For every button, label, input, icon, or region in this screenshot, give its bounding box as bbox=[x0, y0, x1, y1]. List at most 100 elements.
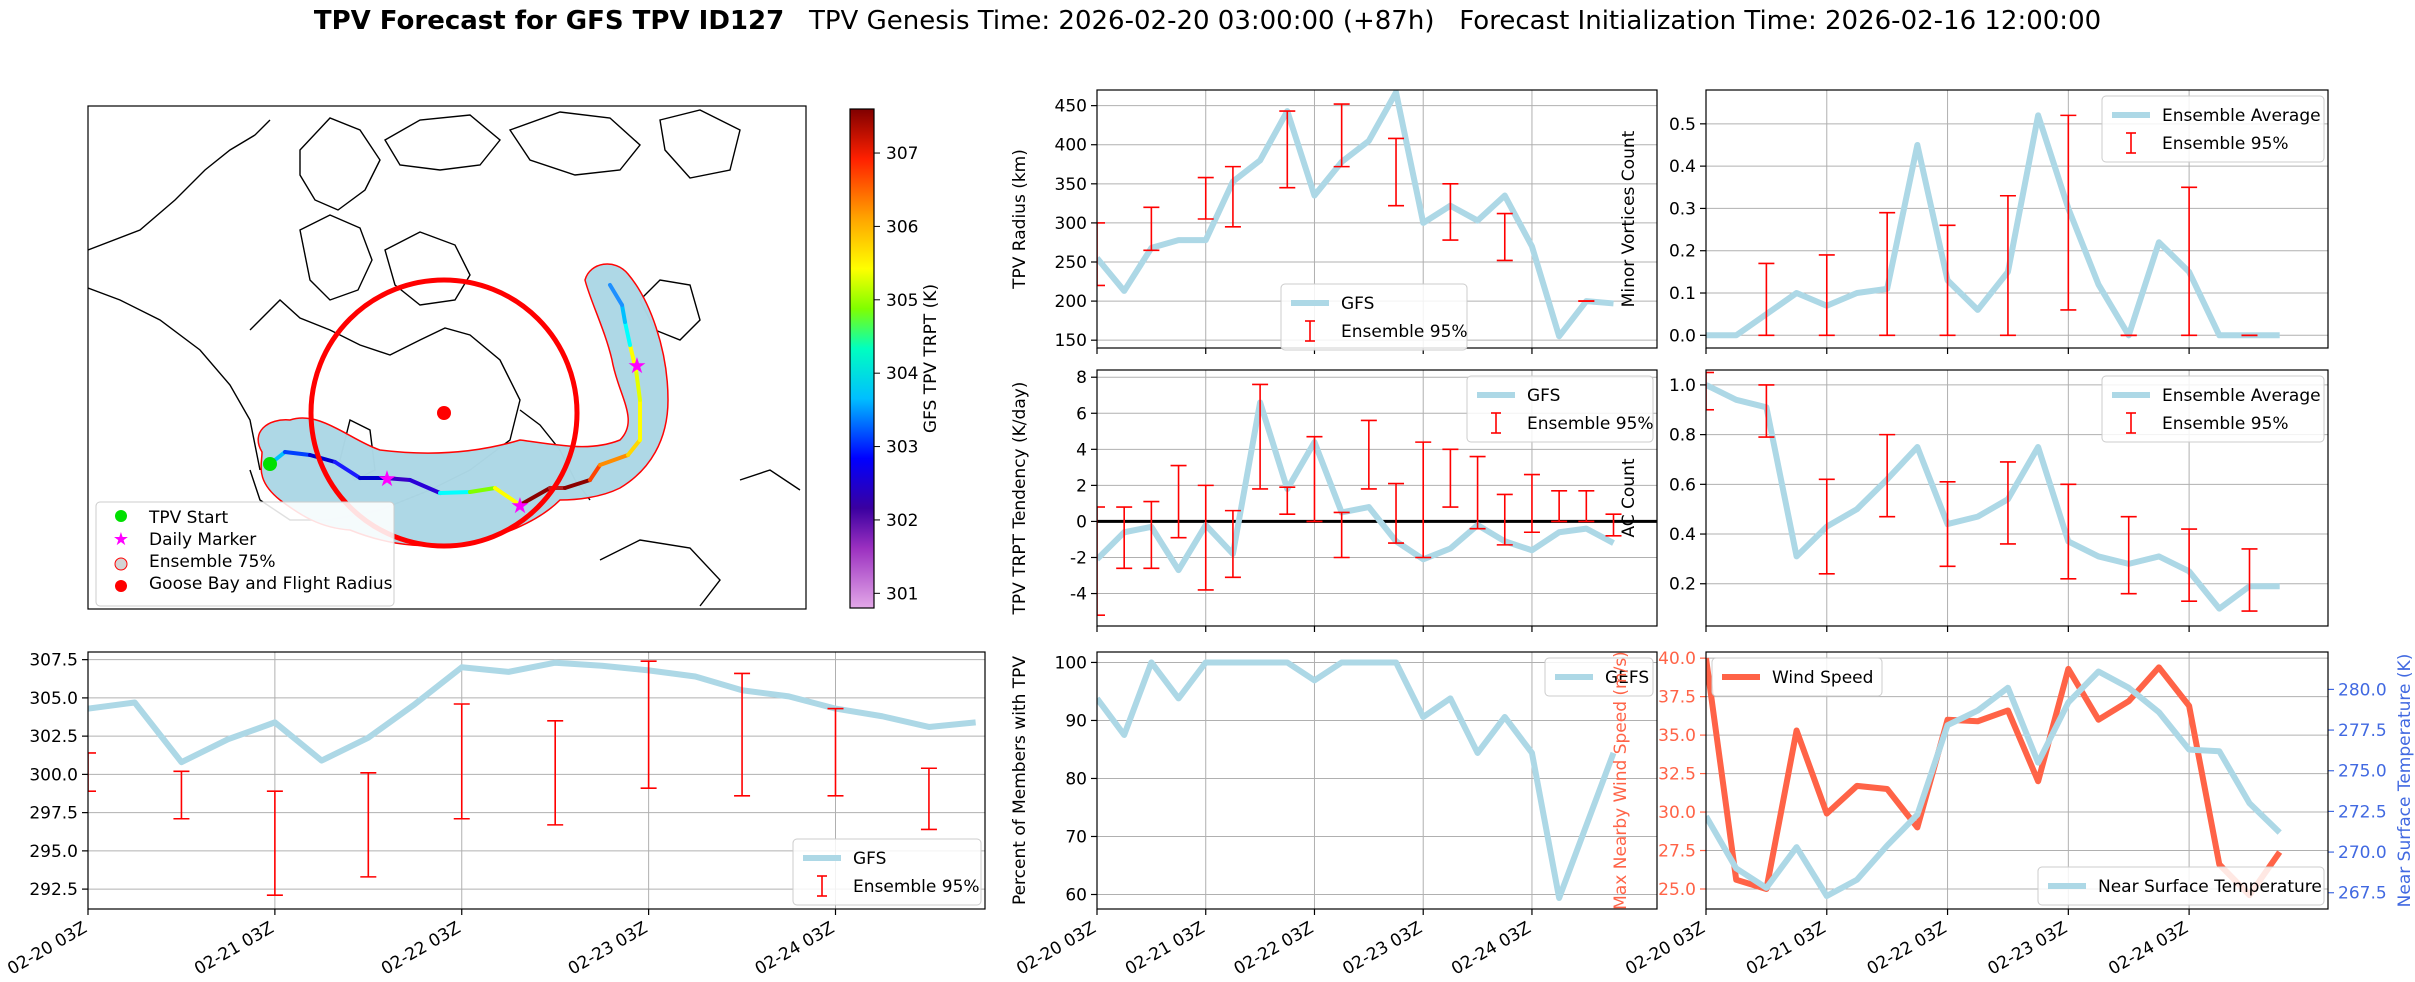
x-tick-label: 02-24 03Z bbox=[2105, 918, 2191, 979]
y-tick-label: 80 bbox=[1065, 769, 1087, 789]
y-tick-label: 2 bbox=[1076, 476, 1087, 496]
map-legend-box bbox=[95, 501, 395, 607]
ensemble-errorbar bbox=[2060, 114, 2077, 311]
track-segment bbox=[620, 303, 627, 324]
y-tick-label: 1.0 bbox=[1669, 376, 1696, 396]
ensemble-errorbar bbox=[266, 790, 283, 897]
y-tick-label: 100 bbox=[1055, 653, 1087, 673]
track-segment bbox=[468, 486, 497, 494]
ensemble-errorbar bbox=[1605, 513, 1622, 537]
ensemble-errorbar bbox=[1758, 262, 1775, 337]
ensemble-errorbar bbox=[1388, 137, 1405, 207]
title-main: TPV Forecast for GFS TPV ID127 bbox=[313, 6, 785, 36]
track-segment bbox=[563, 478, 592, 490]
track-segment bbox=[518, 486, 552, 507]
y2-tick-label: 272.5 bbox=[2338, 802, 2387, 822]
tpv-start-marker bbox=[263, 457, 277, 471]
legend-label: Ensemble 95% bbox=[853, 877, 980, 897]
ensemble-errorbar bbox=[1939, 224, 1956, 337]
x-tick-label: 02-21 03Z bbox=[191, 918, 277, 979]
ensemble-errorbar bbox=[1758, 384, 1775, 438]
ensemble-errorbar bbox=[1116, 506, 1133, 570]
ensemble-75-area bbox=[257, 263, 669, 547]
ensemble-errorbar bbox=[2120, 515, 2137, 595]
plot-area bbox=[88, 659, 976, 897]
track-segment bbox=[634, 368, 642, 402]
legend: GEFS bbox=[1544, 657, 1654, 697]
ensemble-errorbar bbox=[1999, 194, 2016, 337]
y-tick-label: 0 bbox=[1076, 512, 1087, 532]
y-tick-label: -4 bbox=[1070, 585, 1087, 605]
y-tick-label: 0.3 bbox=[1669, 199, 1696, 219]
ensemble-errorbar bbox=[1442, 448, 1459, 508]
y-tick-label: 35.0 bbox=[1658, 726, 1696, 746]
ensemble-errorbar bbox=[920, 767, 937, 831]
legend-label: Ensemble 95% bbox=[1341, 322, 1468, 342]
ensemble-errorbar bbox=[1097, 222, 1105, 287]
coastline bbox=[384, 114, 501, 171]
ensemble-errorbar bbox=[1818, 254, 1835, 337]
colorbar-tick-label: 305 bbox=[886, 291, 918, 311]
axes-frame bbox=[87, 651, 986, 910]
legend-box bbox=[2037, 866, 2325, 906]
y-tick-label: 0.1 bbox=[1669, 284, 1696, 304]
series-line-ensemble-average bbox=[1706, 112, 2280, 339]
legend-star-icon: ★ bbox=[113, 529, 129, 550]
axes-frame bbox=[1096, 369, 1658, 627]
y-tick-label: 305.0 bbox=[29, 689, 78, 709]
page-title: TPV Forecast for GFS TPV ID127 TPV Genes… bbox=[0, 6, 2415, 36]
ensemble-errorbar bbox=[1706, 371, 1714, 411]
colorbar-tick-label: 307 bbox=[886, 144, 918, 164]
track-segment bbox=[493, 486, 522, 507]
series-line-gefs bbox=[1097, 659, 1617, 901]
ensemble-errorbar bbox=[1333, 511, 1350, 559]
ensemble-errorbar bbox=[1306, 435, 1323, 523]
ensemble-errorbar bbox=[1578, 489, 1595, 523]
track-segment bbox=[383, 476, 412, 482]
flight-radius-circle bbox=[308, 277, 580, 549]
ensemble-errorbar bbox=[547, 720, 564, 826]
y-tick-label: 27.5 bbox=[1658, 842, 1696, 862]
axes-frame bbox=[1705, 651, 2329, 910]
y-tick-label: 300 bbox=[1055, 214, 1087, 234]
legend-label: GFS bbox=[1527, 386, 1560, 406]
y-tick-label: 30.0 bbox=[1658, 803, 1696, 823]
series-line-gfs bbox=[1097, 399, 1615, 574]
title-genesis: TPV Genesis Time: 2026-02-20 03:00:00 (+… bbox=[808, 6, 1435, 36]
map-legend-label: Ensemble 75% bbox=[149, 552, 276, 572]
daily-marker: ★ bbox=[627, 354, 647, 379]
colorbar bbox=[849, 108, 875, 609]
ensemble-errorbar bbox=[1442, 183, 1459, 241]
daily-marker: ★ bbox=[510, 494, 530, 519]
colorbar-label: GFS TPV TRPT (K) bbox=[921, 284, 941, 433]
y-tick-label: 200 bbox=[1055, 292, 1087, 312]
y-tick-label: 400 bbox=[1055, 136, 1087, 156]
y-tick-label: 37.5 bbox=[1658, 688, 1696, 708]
y-tick-label: 0.8 bbox=[1669, 426, 1696, 446]
ensemble-errorbar bbox=[1818, 478, 1835, 575]
y-tick-label: 70 bbox=[1065, 827, 1087, 847]
legend-goosebay-icon bbox=[115, 580, 127, 592]
y-tick-label: 6 bbox=[1076, 404, 1087, 424]
y2-tick-label: 280.0 bbox=[2338, 680, 2387, 700]
daily-marker: ★ bbox=[377, 467, 397, 492]
y-tick-label: 0.0 bbox=[1669, 326, 1696, 346]
y-axis-label: Percent of Members with TPV bbox=[1010, 656, 1030, 905]
map-legend-label: TPV Start bbox=[148, 508, 229, 528]
y-tick-label: 0.4 bbox=[1669, 525, 1696, 545]
y-tick-label: 450 bbox=[1055, 97, 1087, 117]
track-segment bbox=[598, 453, 630, 467]
track-segment bbox=[608, 283, 624, 307]
y2-tick-label: 275.0 bbox=[2338, 762, 2387, 782]
legend-label: Ensemble 95% bbox=[2162, 414, 2289, 434]
y-tick-label: 150 bbox=[1055, 331, 1087, 351]
track-segment bbox=[623, 320, 632, 347]
legend-label: Ensemble Average bbox=[2162, 106, 2321, 126]
colorbar-tick-label: 301 bbox=[886, 584, 918, 604]
series-line-wind-speed bbox=[1706, 657, 2283, 899]
y-tick-label: 25.0 bbox=[1658, 880, 1696, 900]
legend-label: Ensemble 95% bbox=[1527, 414, 1654, 434]
